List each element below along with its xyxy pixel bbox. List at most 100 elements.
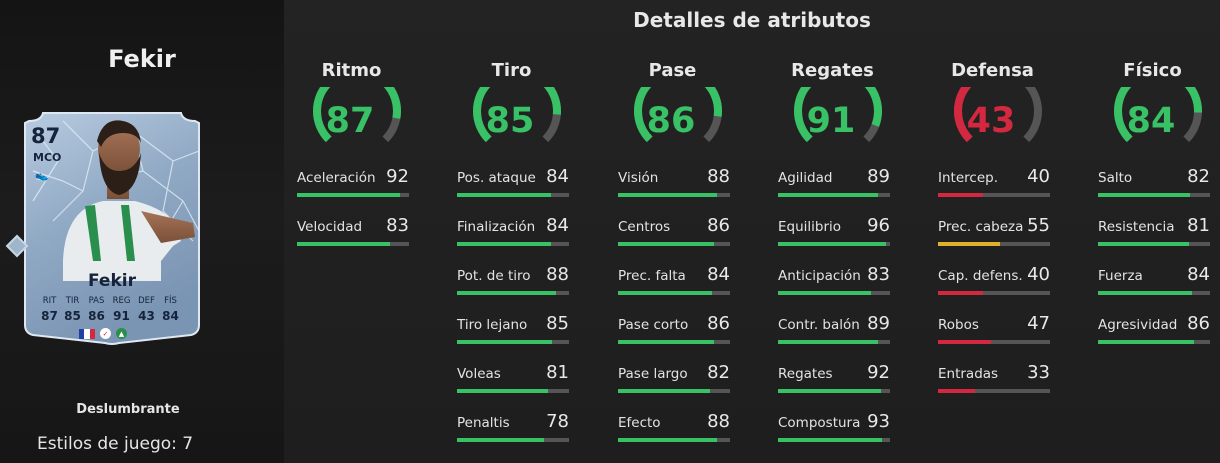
category-gauge: 84 [1098,87,1210,147]
attribute-value: 89 [867,166,890,187]
category-name: Físico [1123,60,1182,81]
attribute-bar [1098,291,1210,295]
attribute-row[interactable]: Contr. balón 89 [778,309,890,353]
attribute-row[interactable]: Resistencia 81 [1098,211,1210,255]
attribute-row[interactable]: Prec. cabeza 55 [938,211,1050,255]
attribute-label: Finalización [457,219,536,235]
attribute-row[interactable]: Equilibrio 96 [778,211,890,255]
boot-icon: 👟 [35,169,49,182]
attribute-bar-fill [938,291,983,295]
attribute-bar [778,389,890,393]
category-gauge: 91 [778,87,890,147]
attribute-value: 89 [867,313,890,334]
attribute-label: Efecto [618,415,661,431]
player-name-title: Fekir [108,45,176,73]
attribute-row[interactable]: Pot. de tiro 88 [457,260,569,304]
attribute-bar-fill [938,193,983,197]
attribute-row[interactable]: Salto 82 [1098,162,1210,206]
card-stat-label: REG [112,296,131,306]
attribute-value: 84 [546,215,569,236]
attribute-row[interactable]: Regates 92 [778,358,890,402]
playstyles-count[interactable]: Estilos de juego: 7 [37,434,194,454]
attribute-bar [778,438,890,442]
card-stat-label: PAS [88,296,105,306]
category-gauge: 86 [618,87,730,147]
attribute-value: 40 [1027,264,1050,285]
gauge-fill [1114,87,1202,143]
attribute-bar-fill [457,438,545,442]
attribute-bar-fill [778,242,886,246]
gauge-fill [313,87,401,143]
attribute-bar-fill [297,193,401,197]
playstyle-name: Deslumbrante [76,402,180,417]
attribute-row[interactable]: Tiro lejano 85 [457,309,569,353]
attribute-row[interactable]: Anticipación 83 [778,260,890,304]
attribute-row[interactable]: Prec. falta 84 [618,260,730,304]
attribute-row[interactable]: Penaltis 78 [457,407,569,451]
attribute-row[interactable]: Centros 86 [618,211,730,255]
attribute-bar [778,242,890,246]
attribute-value: 96 [867,215,890,236]
attribute-bar-fill [938,340,991,344]
attribute-bar-fill [1098,291,1193,295]
attribute-label: Pot. de tiro [457,268,531,284]
attribute-row[interactable]: Robos 47 [938,309,1050,353]
attribute-label: Salto [1098,170,1133,186]
attribute-row[interactable]: Intercep. 40 [938,162,1050,206]
attribute-bar-fill [618,242,715,246]
attribute-row[interactable]: Visión 88 [618,162,730,206]
attribute-label: Agresividad [1098,317,1178,333]
attribute-row[interactable]: Voleas 81 [457,358,569,402]
attribute-bar-fill [1098,340,1195,344]
category-rating: 87 [325,101,375,141]
attribute-row[interactable]: Pase corto 86 [618,309,730,353]
attribute-bar [618,193,730,197]
player-card[interactable]: 87 MCO 👟 Fekir RIT TIR PAS REG DEF FÍS 8… [23,111,201,345]
gauge-fill [954,87,1042,143]
attribute-bar-fill [938,242,1000,246]
attribute-row[interactable]: Agresividad 86 [1098,309,1210,353]
attribute-label: Pase corto [618,317,689,333]
attribute-row[interactable]: Pos. ataque 84 [457,162,569,206]
attribute-value: 92 [386,166,409,187]
attribute-bar [618,389,730,393]
attribute-bar-fill [457,242,552,246]
attribute-label: Robos [938,317,979,333]
attribute-label: Pos. ataque [457,170,536,186]
attribute-row[interactable]: Compostura 93 [778,407,890,451]
attribute-bar [938,340,1050,344]
card-stat-label: DEF [138,296,155,306]
attribute-row[interactable]: Efecto 88 [618,407,730,451]
attribute-bar [938,389,1050,393]
attribute-row[interactable]: Fuerza 84 [1098,260,1210,304]
attribute-value: 84 [546,166,569,187]
attribute-row[interactable]: Cap. defens. 40 [938,260,1050,304]
attribute-bar-fill [778,291,871,295]
attribute-row[interactable]: Finalización 84 [457,211,569,255]
attribute-row[interactable]: Velocidad 83 [297,211,409,255]
attribute-label: Aceleración [297,170,376,186]
attribute-bar-fill [1098,193,1190,197]
attribute-bar [457,291,569,295]
attribute-row[interactable]: Pase largo 82 [618,358,730,402]
attribute-bar [1098,340,1210,344]
attribute-row[interactable]: Agilidad 89 [778,162,890,206]
attribute-label: Intercep. [938,170,998,186]
attribute-bar [938,291,1050,295]
attribute-label: Anticipación [778,268,861,284]
attribute-row[interactable]: Entradas 33 [938,358,1050,402]
attribute-value: 88 [707,166,730,187]
attribute-row[interactable]: Aceleración 92 [297,162,409,206]
category-3: Regates 91 [778,60,890,147]
attribute-label: Entradas [938,366,999,382]
attribute-bar-fill [618,340,715,344]
card-stat-value: 91 [113,309,130,323]
attribute-bar-fill [457,340,553,344]
attribute-value: 92 [867,362,890,383]
attribute-bar [457,340,569,344]
attribute-value: 81 [1187,215,1210,236]
attribute-value: 78 [546,411,569,432]
category-name: Pase [648,60,697,81]
card-player-name: Fekir [88,271,136,291]
attribute-label: Fuerza [1098,268,1143,284]
